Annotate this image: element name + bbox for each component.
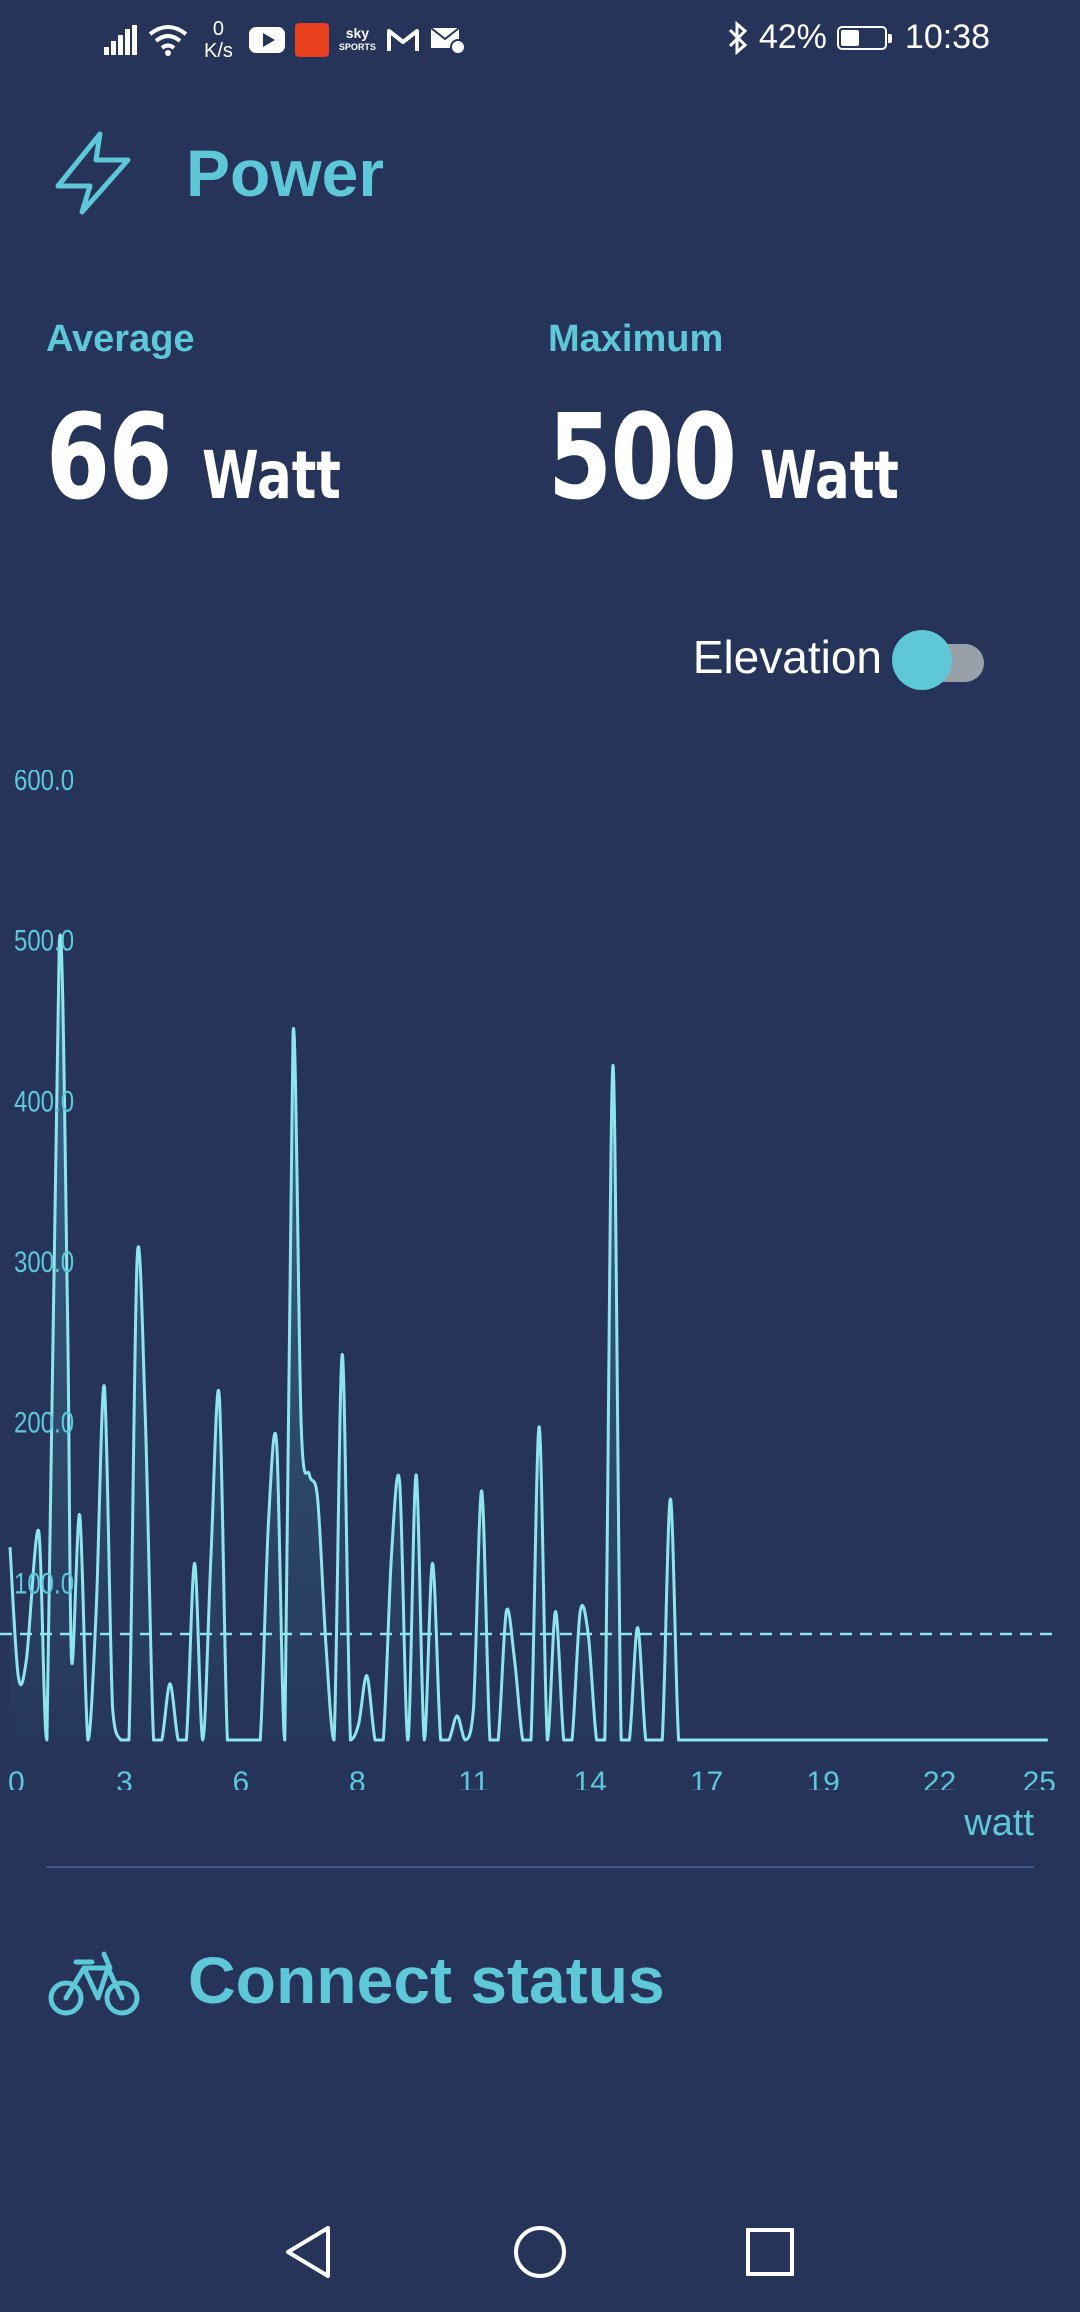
x-tick-label: 11 <box>458 1766 489 1790</box>
bicycle-icon <box>48 1951 140 2016</box>
x-tick-label: 8 <box>349 1766 366 1790</box>
power-chart[interactable]: 100.0 200.0 300.0 400.0 500.0 600.0 0 3 6 8 11 14 1… <box>0 770 1080 1790</box>
x-tick-label: 22 <box>923 1766 956 1790</box>
x-tick-label: 19 <box>806 1766 839 1790</box>
clock: 10:38 <box>904 18 990 56</box>
connect-status-title: Connect status <box>188 1943 665 2017</box>
youtube-notification-icon <box>248 27 285 53</box>
x-tick-label: 25 <box>1023 1766 1056 1790</box>
x-tick-label: 0 <box>8 1766 25 1790</box>
elevation-label: Elevation <box>692 631 882 683</box>
elevation-toggle[interactable] <box>892 630 988 690</box>
back-triangle-icon[interactable] <box>282 2224 336 2280</box>
navigation-bar <box>0 2200 1080 2312</box>
power-header: Power <box>48 128 384 218</box>
status-left: 0 K/s sky SPORTS <box>104 18 466 62</box>
average-label: Average <box>46 318 195 360</box>
y-tick-label: 400.0 <box>14 1084 74 1118</box>
chart-x-ticks: 0 3 6 8 11 14 17 19 22 25 <box>8 1766 1056 1790</box>
lightning-bolt-icon <box>55 131 131 215</box>
x-tick-label: 14 <box>574 1766 607 1790</box>
sky-sports-line2: SPORTS <box>338 42 376 52</box>
maximum-unit: Watt <box>760 437 900 514</box>
network-speed-value: 0 <box>212 18 225 40</box>
y-tick-label: 300.0 <box>14 1244 74 1278</box>
average-unit: Watt <box>202 437 342 514</box>
maximum-value: 500 Watt <box>548 388 938 526</box>
sky-sports-notification-icon: sky SPORTS <box>339 26 376 54</box>
battery-percent: 42% <box>758 18 827 56</box>
chart-unit-label: watt <box>964 1802 1034 1844</box>
gmail-icon <box>386 29 419 51</box>
y-tick-label: 500.0 <box>14 923 74 957</box>
chart-area <box>10 934 1048 1740</box>
cell-signal-icon <box>104 25 137 55</box>
app-notification-icon <box>294 23 329 57</box>
sky-sports-line1: sky <box>345 25 370 41</box>
y-tick-label: 200.0 <box>14 1405 74 1439</box>
section-divider <box>46 1866 1034 1868</box>
x-tick-label: 6 <box>233 1766 250 1790</box>
status-bar: 0 K/s sky SPORTS 42% 10:38 <box>0 0 1080 80</box>
maximum-number: 500 <box>548 388 737 526</box>
chart-series-line <box>8 933 1048 1742</box>
email-settings-icon <box>430 27 466 55</box>
average-number: 66 <box>46 388 173 526</box>
maximum-label: Maximum <box>548 318 724 360</box>
network-speed-unit: K/s <box>204 40 233 62</box>
recents-square-icon[interactable] <box>744 2226 796 2278</box>
connect-status-header[interactable]: Connect status <box>48 1940 665 2020</box>
chart-line-path <box>8 933 1048 1742</box>
y-tick-label: 100.0 <box>14 1566 74 1600</box>
wifi-icon <box>148 25 188 56</box>
x-tick-label: 3 <box>116 1766 133 1790</box>
power-title: Power <box>186 136 385 210</box>
average-value: 66 Watt <box>46 388 380 526</box>
x-tick-label: 17 <box>690 1766 723 1790</box>
battery-fill <box>840 29 859 46</box>
elevation-toggle-knob <box>892 630 952 690</box>
home-circle-icon[interactable] <box>512 2224 568 2280</box>
battery-icon <box>836 25 892 50</box>
chart-area-fill <box>10 934 1048 1740</box>
y-tick-label: 600.0 <box>14 770 74 797</box>
status-right: 42% 10:38 <box>727 18 990 57</box>
chart-y-ticks: 100.0 200.0 300.0 400.0 500.0 600.0 <box>14 770 74 1600</box>
network-speed: 0 K/s <box>204 18 233 62</box>
bluetooth-icon <box>728 20 748 55</box>
